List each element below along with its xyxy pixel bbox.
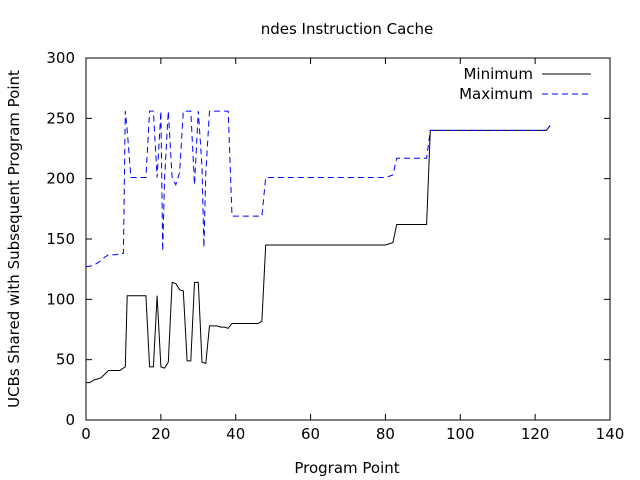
y-tick-label: 100: [46, 290, 75, 308]
ticks-layer: 0 20 40 60 80 100 120 140 0 50 100 150 200 250 300: [46, 49, 624, 443]
x-tick-label: 140: [596, 425, 625, 443]
legend: Minimum Maximum: [459, 65, 591, 103]
x-tick-label: 40: [226, 425, 245, 443]
x-tick-label: 100: [446, 425, 475, 443]
y-tick-label: 200: [46, 170, 75, 188]
y-axis-label: UCBs Shared with Subsequent Program Poin…: [5, 70, 23, 408]
x-tick-label: 0: [81, 425, 91, 443]
y-tick-label: 50: [56, 351, 75, 369]
series-layer: [85, 110, 551, 384]
plot-frame: [85, 57, 611, 421]
y-tick-label: 150: [46, 230, 75, 248]
y-tick-label: 300: [46, 49, 75, 67]
y-tick-label: 0: [65, 411, 75, 429]
x-tick-label: 80: [376, 425, 395, 443]
x-tick-label: 60: [301, 425, 320, 443]
legend-label-maximum: Maximum: [459, 85, 533, 103]
series-line-maximum: [85, 110, 551, 268]
x-axis-label: Program Point: [294, 459, 399, 477]
y-tick-label: 250: [46, 109, 75, 127]
x-tick-label: 120: [521, 425, 550, 443]
chart-title: ndes Instruction Cache: [261, 20, 434, 38]
legend-label-minimum: Minimum: [463, 65, 533, 83]
x-tick-label: 20: [151, 425, 170, 443]
series-line-minimum: [86, 125, 551, 384]
